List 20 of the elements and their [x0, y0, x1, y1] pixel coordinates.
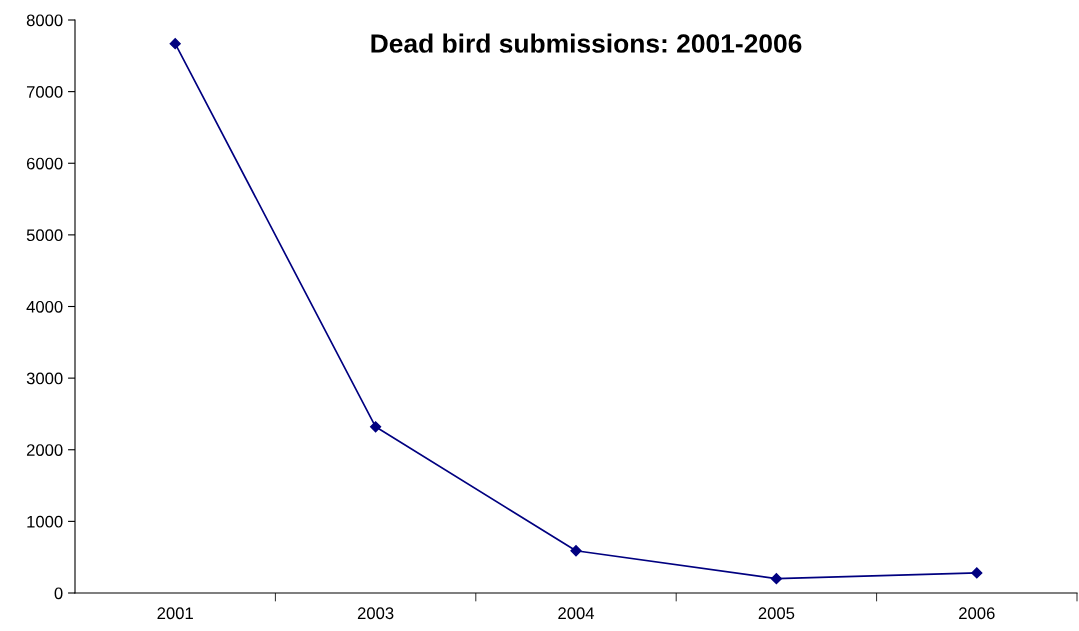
y-tick-label: 2000 — [26, 444, 63, 456]
x-tick-label: 2005 — [758, 607, 795, 620]
x-tick-label: 2003 — [357, 607, 394, 620]
y-tick-label: 0 — [54, 587, 63, 600]
y-tick-label: 7000 — [26, 86, 63, 98]
y-tick-label: 3000 — [26, 372, 63, 385]
x-tick-label: 2001 — [157, 607, 193, 620]
y-tick-label: 8000 — [26, 14, 63, 27]
point — [169, 38, 181, 50]
x-tick-label: 2004 — [558, 607, 595, 620]
y-tick-label: 6000 — [26, 157, 63, 170]
y-tick-label: 5000 — [26, 229, 63, 242]
point — [369, 421, 382, 433]
y-tick-label: 1000 — [27, 515, 63, 528]
y-tick-label: 4000 — [26, 300, 63, 313]
point — [570, 545, 582, 557]
chart-title: Dead bird submissions: 2001-2006 — [371, 33, 802, 53]
x-tick-label: 2006 — [959, 607, 995, 620]
point — [770, 573, 783, 585]
point — [971, 567, 983, 579]
